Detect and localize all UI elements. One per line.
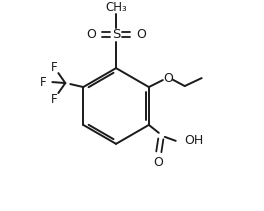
Text: CH₃: CH₃ [105,1,127,14]
Text: OH: OH [185,134,204,147]
Text: F: F [51,61,58,74]
Text: O: O [163,72,173,85]
Text: O: O [86,28,96,41]
Text: F: F [51,92,58,106]
Text: F: F [40,76,46,89]
Text: S: S [112,28,120,41]
Text: O: O [153,156,163,169]
Text: O: O [136,28,146,41]
